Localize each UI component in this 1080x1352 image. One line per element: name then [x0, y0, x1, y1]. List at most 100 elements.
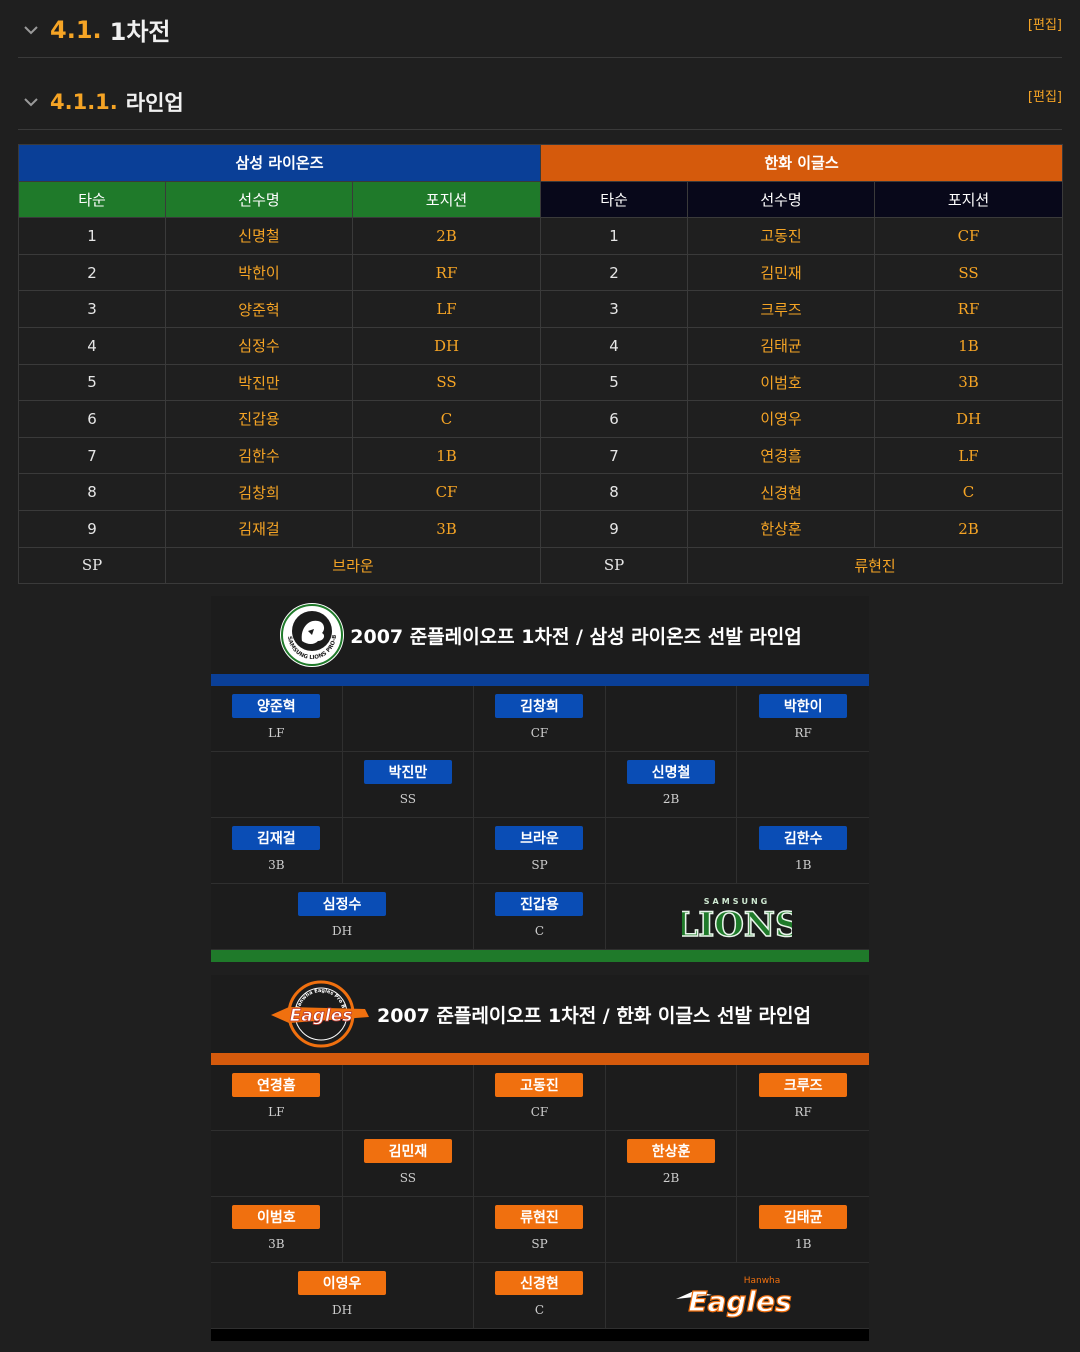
- chevron-down-icon[interactable]: [20, 19, 42, 41]
- position-label: SS: [399, 1171, 416, 1185]
- player-name-cell[interactable]: 김창희: [165, 473, 353, 511]
- field-cell-rf: 박한이 RF: [737, 686, 869, 752]
- field-cell-cf: 김창희 CF: [474, 686, 606, 752]
- position-cell: SS: [351, 363, 542, 402]
- player-name-cell[interactable]: 크루즈: [687, 290, 876, 328]
- chevron-down-icon[interactable]: [20, 91, 42, 113]
- batting-order-cell: 5: [540, 363, 689, 402]
- player-pill[interactable]: 진갑용: [495, 892, 584, 916]
- player-pill[interactable]: 이범호: [232, 1205, 321, 1229]
- player-name-cell[interactable]: 박진만: [165, 363, 353, 402]
- player-pill[interactable]: 김태균: [759, 1205, 848, 1229]
- field-cell-2b: 신명철 2B: [605, 752, 738, 818]
- player-pill[interactable]: 김민재: [363, 1139, 452, 1163]
- player-name-cell[interactable]: 김한수: [165, 436, 353, 475]
- player-pill[interactable]: 한상훈: [627, 1139, 716, 1163]
- player-name-cell[interactable]: 김민재: [687, 253, 876, 292]
- player-pill[interactable]: 박한이: [759, 694, 848, 718]
- field-cell-sp: 류현진 SP: [474, 1197, 606, 1263]
- player-pill[interactable]: 심정수: [298, 892, 387, 916]
- field-cell-1b: 김한수 1B: [737, 818, 869, 884]
- player-pill[interactable]: 김한수: [759, 826, 848, 850]
- col-header-player: 선수명: [165, 180, 353, 219]
- position-label: 1B: [794, 858, 812, 872]
- team-color-bar: [211, 674, 869, 686]
- table-row: 6 진갑용 C 6 이영우 DH: [18, 400, 1064, 438]
- position-label: LF: [268, 726, 285, 740]
- wordmark-top-text: SAMSUNG: [704, 897, 770, 906]
- team-color-bar: [211, 950, 869, 962]
- player-pill[interactable]: 이영우: [298, 1271, 387, 1295]
- field-cell-rf: 크루즈 RF: [737, 1065, 869, 1131]
- edit-link[interactable]: [편집]: [1027, 90, 1062, 105]
- position-label: RF: [794, 1105, 812, 1119]
- wordmark-text: Eagles: [689, 1285, 792, 1318]
- field-cell-empty: [737, 752, 869, 818]
- batting-order-cell: 4: [540, 326, 689, 365]
- position-cell: 1B: [351, 436, 542, 475]
- player-pill[interactable]: 신명철: [627, 760, 716, 784]
- player-pill[interactable]: 류현진: [495, 1205, 584, 1229]
- player-pill[interactable]: 신경현: [495, 1271, 584, 1295]
- position-label: CF: [530, 1105, 549, 1119]
- player-pill[interactable]: 연경흠: [232, 1073, 321, 1097]
- field-cell-empty: [342, 1197, 475, 1263]
- field-cell-c: 진갑용 C: [474, 884, 606, 950]
- field-cell-ss: 김민재 SS: [342, 1131, 475, 1197]
- wordmark-text: LIONS: [682, 905, 792, 942]
- position-label: SP: [531, 1237, 548, 1251]
- batting-order-cell: 4: [18, 326, 166, 365]
- player-pill[interactable]: 김재걸: [232, 826, 321, 850]
- player-name-cell[interactable]: 고동진: [687, 217, 876, 255]
- samsung-lineup-card: SAMSUNG LIONS PRO-BASEBALL TEAM 2007 준플레…: [211, 596, 869, 962]
- section-title: 1차전: [109, 18, 171, 46]
- team-header-samsung: 삼성 라이온즈: [17, 144, 542, 182]
- player-pill[interactable]: 김창희: [495, 694, 584, 718]
- eagles-wordmark-icon: Hanwha Eagles: [676, 1276, 793, 1318]
- hanwha-lineup-card: Hanwha Eagles Pro Baseball Club Eagles 2…: [211, 975, 869, 1341]
- player-name-cell[interactable]: 신명철: [165, 217, 353, 255]
- player-name-cell[interactable]: 브라운: [164, 546, 542, 585]
- player-name-cell[interactable]: 신경현: [687, 473, 876, 511]
- player-name-cell[interactable]: 한상훈: [687, 509, 876, 548]
- position-cell: C: [351, 400, 542, 438]
- field-cell-c: 신경현 C: [474, 1263, 606, 1329]
- batting-order-cell: 7: [540, 436, 689, 475]
- player-pill[interactable]: 고동진: [495, 1073, 584, 1097]
- player-name-cell[interactable]: 진갑용: [165, 400, 353, 438]
- edit-link[interactable]: [편집]: [1027, 18, 1062, 33]
- col-header-order: 타순: [540, 180, 689, 219]
- field-cell-empty: [342, 818, 475, 884]
- player-name-cell[interactable]: 류현진: [687, 546, 1064, 585]
- field-cell-empty: [211, 1131, 343, 1197]
- player-name-cell[interactable]: 이범호: [687, 363, 876, 402]
- batting-order-cell: 8: [18, 473, 166, 511]
- player-pill[interactable]: 크루즈: [759, 1073, 848, 1097]
- eagles-emblem-icon: Hanwha Eagles Pro Baseball Club Eagles: [269, 979, 369, 1048]
- player-name-cell[interactable]: 김재걸: [165, 509, 353, 548]
- section-heading-4-1: 4.1. 1차전 [편집]: [18, 2, 1062, 58]
- field-grid: 양준혁 LF 김창희 CF 박한이 RF 박진만 SS 신명철 2B 김재걸 3…: [211, 686, 869, 950]
- player-pill[interactable]: 브라운: [495, 826, 584, 850]
- sp-label-cell: SP: [18, 546, 166, 585]
- field-cell-logo: Hanwha Eagles: [605, 1263, 869, 1329]
- position-cell: RF: [874, 290, 1064, 328]
- field-cell-sp: 브라운 SP: [474, 818, 606, 884]
- batting-order-cell: 3: [18, 290, 166, 328]
- player-name-cell[interactable]: 양준혁: [165, 290, 353, 328]
- field-cell-empty: [605, 1197, 738, 1263]
- field-cell-empty: [474, 1131, 606, 1197]
- player-name-cell[interactable]: 박한이: [165, 253, 353, 292]
- batting-order-cell: 7: [18, 436, 166, 475]
- player-name-cell[interactable]: 심정수: [165, 326, 353, 365]
- player-pill[interactable]: 박진만: [363, 760, 452, 784]
- player-name-cell[interactable]: 이영우: [687, 400, 876, 438]
- position-label: SP: [531, 858, 548, 872]
- batting-order-cell: 6: [18, 400, 166, 438]
- player-name-cell[interactable]: 연경흠: [687, 436, 876, 475]
- batting-order-cell: 1: [18, 217, 166, 255]
- position-label: LF: [268, 1105, 285, 1119]
- player-pill[interactable]: 양준혁: [232, 694, 321, 718]
- field-cell-3b: 김재걸 3B: [211, 818, 343, 884]
- player-name-cell[interactable]: 김태균: [687, 326, 876, 365]
